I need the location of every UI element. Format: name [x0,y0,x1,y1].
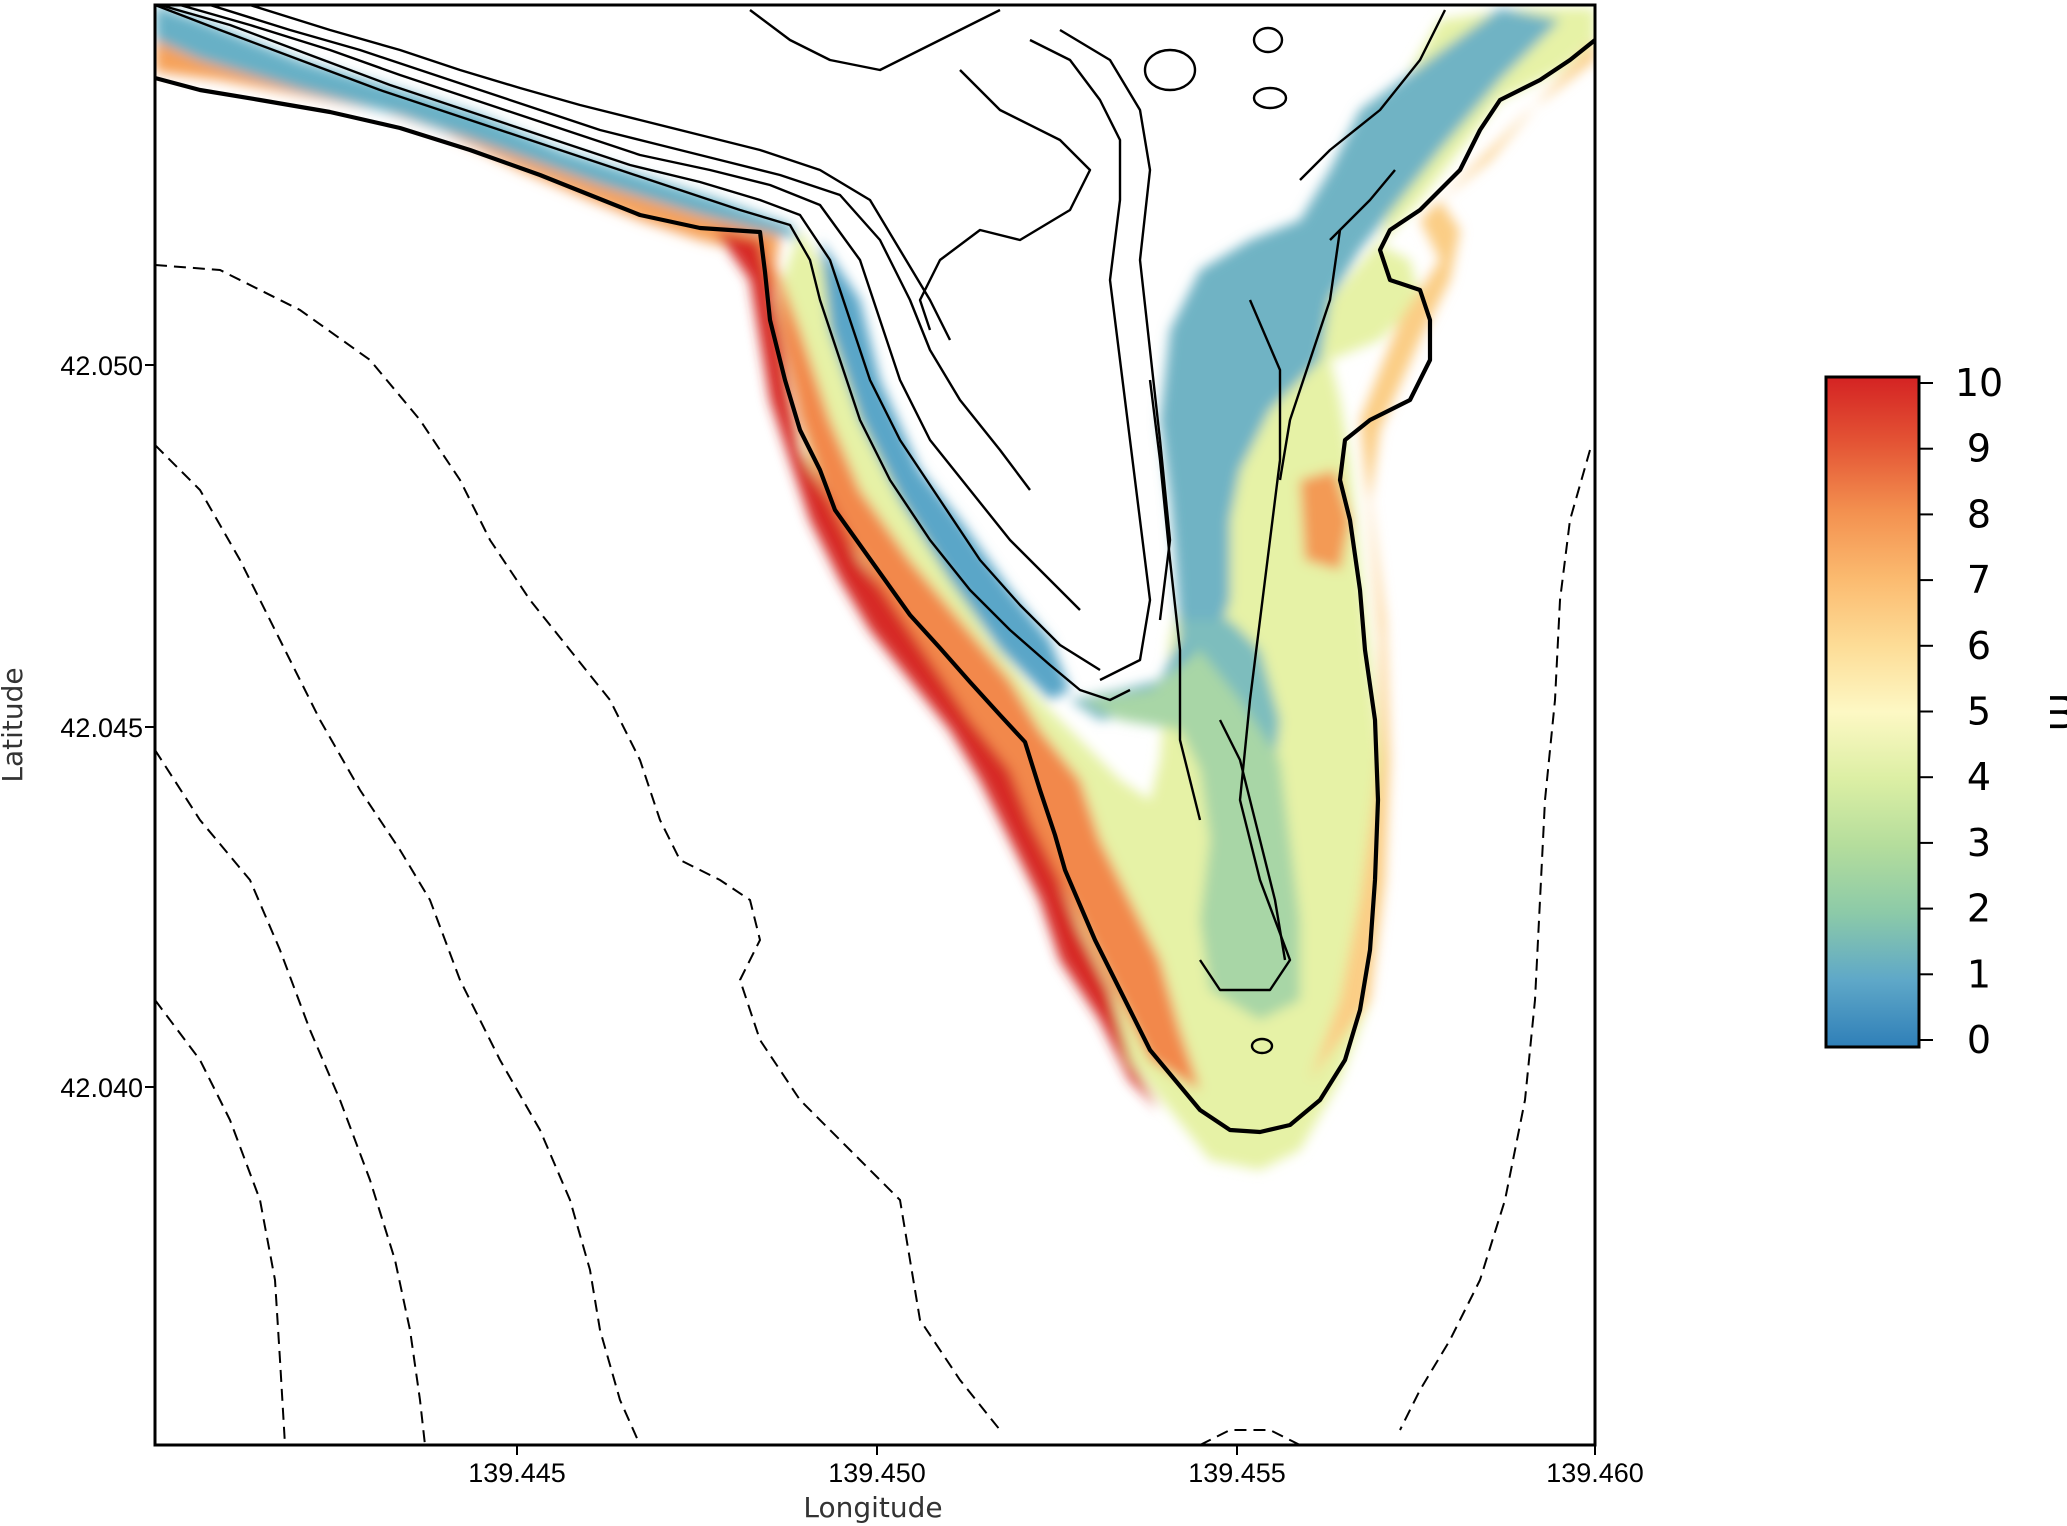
colorbar-tick-label: 1 [1967,952,1991,996]
colorbar-tick-label: 5 [1967,690,1991,734]
colorbar-tick-label: 10 [1955,361,2003,405]
colorbar-tick-label: 8 [1967,492,1991,536]
x-tick-label: 139.445 [468,1458,566,1488]
x-tick-label: 139.460 [1546,1458,1644,1488]
colorbar-tick-label: 4 [1967,755,1991,799]
x-tick-label: 139.450 [828,1458,926,1488]
bathymetry-contours [155,264,1591,1445]
east-hotspot [1300,470,1350,570]
north-blue-band [1070,8,1560,720]
terrain-contours [155,5,1447,1055]
inundation-limit-contour [155,38,1595,1135]
colorbar-unit-label: m [2040,693,2067,732]
colorbar-tick-label: 6 [1967,624,1991,668]
colorbar-tick-label: 7 [1967,558,1991,602]
x-axis-title: Longitude [803,1491,942,1524]
x-axis: 139.445 139.450 139.455 139.460 Longitud… [468,1445,1644,1524]
upper-blue-fringe [820,240,1070,700]
y-axis-title: Latitude [0,667,29,782]
y-tick-label: 42.050 [60,351,143,381]
map-layers [155,5,1595,1445]
plot-frame [153,3,1597,1447]
inundation-field [155,5,1595,1170]
colorbar-tick-label: 2 [1967,887,1991,931]
colorbar-tick-label: 0 [1967,1018,1991,1062]
y-tick-label: 42.045 [60,713,143,743]
colorbar-tick-label: 9 [1967,427,1991,471]
x-tick-label: 139.455 [1188,1458,1286,1488]
y-axis: 42.050 42.045 42.040 Latitude [0,351,155,1103]
west-orange-rim [770,250,1200,1090]
east-rim [1310,8,1595,1080]
colorbar-gradient [1824,375,1921,1049]
colorbar-tick-label: 3 [1967,821,1991,865]
y-tick-label: 42.040 [60,1073,143,1103]
